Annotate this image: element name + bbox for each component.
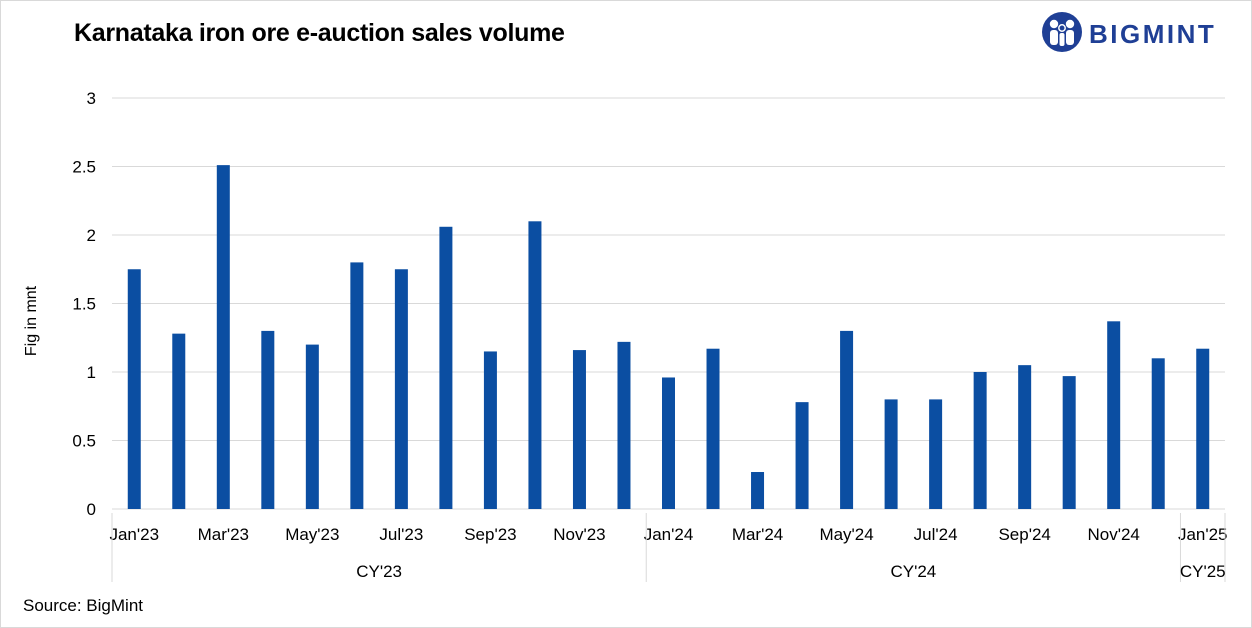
x-tick-label: Jan'25 [1178, 525, 1228, 544]
bar-Jul'23 [394, 269, 408, 509]
chart-title: Karnataka iron ore e-auction sales volum… [74, 19, 565, 47]
bigmint-logo: BIGMINT [1041, 11, 1246, 53]
bar-Nov'24 [1107, 321, 1121, 509]
bar-Apr'23 [261, 330, 275, 509]
bar-Mar'24 [751, 472, 765, 509]
bar-Mar'23 [216, 165, 230, 509]
bar-Oct'24 [1062, 376, 1076, 509]
bigmint-logo-text: BIGMINT [1089, 19, 1217, 49]
group-label: CY'25 [1180, 562, 1226, 581]
bar-Sep'23 [483, 351, 497, 509]
y-tick-label: 2.5 [72, 158, 96, 177]
bar-Dec'24 [1151, 358, 1165, 509]
bar-May'23 [305, 344, 319, 509]
bar-May'24 [840, 330, 854, 509]
bar-Aug'23 [439, 226, 453, 509]
x-tick-label: May'23 [285, 525, 339, 544]
bar-Jun'23 [350, 262, 364, 509]
x-tick-label: Jan'24 [644, 525, 694, 544]
y-tick-label: 1 [87, 363, 96, 382]
y-tick-label: 1.5 [72, 295, 96, 314]
x-tick-label: Jan'23 [109, 525, 159, 544]
x-tick-label: Sep'24 [998, 525, 1050, 544]
x-tick-label: Mar'23 [198, 525, 249, 544]
bar-Apr'24 [795, 402, 809, 509]
source-note: Source: BigMint [23, 596, 143, 615]
bar-Dec'23 [617, 341, 631, 509]
x-tick-label: Nov'23 [553, 525, 605, 544]
bar-Jun'24 [884, 399, 898, 509]
y-tick-label: 3 [87, 89, 96, 108]
y-tick-label: 0 [87, 500, 96, 519]
bar-Feb'23 [172, 333, 186, 509]
bar-Jan'25 [1196, 348, 1210, 509]
x-tick-label: Jul'24 [914, 525, 958, 544]
bar-Jan'23 [127, 269, 141, 509]
bar-Oct'23 [528, 221, 542, 510]
bar-Aug'24 [973, 372, 987, 509]
bar-Jul'24 [929, 399, 943, 509]
x-tick-label: May'24 [819, 525, 873, 544]
group-label: CY'24 [890, 562, 936, 581]
x-tick-label: Mar'24 [732, 525, 783, 544]
bigmint-logo-icon [1042, 12, 1082, 52]
x-tick-label: Jul'23 [379, 525, 423, 544]
bar-Sep'24 [1018, 365, 1032, 509]
bar-Feb'24 [706, 348, 720, 509]
bar-Jan'24 [662, 377, 675, 509]
x-tick-label: Sep'23 [464, 525, 516, 544]
y-tick-label: 0.5 [72, 432, 96, 451]
group-label: CY'23 [356, 562, 402, 581]
y-tick-label: 2 [87, 226, 96, 245]
bar-Nov'23 [572, 350, 586, 509]
x-tick-label: Nov'24 [1088, 525, 1140, 544]
